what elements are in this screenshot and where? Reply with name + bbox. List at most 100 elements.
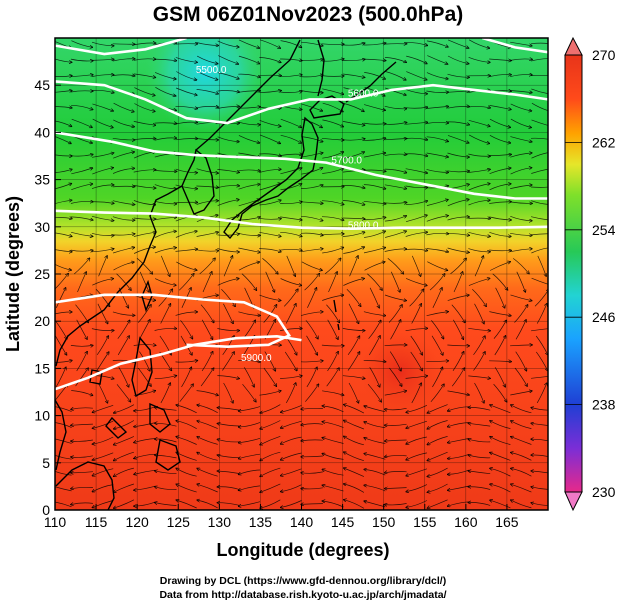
streamline [489, 58, 511, 61]
streamline [531, 439, 548, 442]
streamline [426, 91, 448, 93]
streamline [321, 44, 344, 45]
streamline [531, 277, 548, 285]
streamline [447, 199, 469, 207]
streamline [489, 75, 511, 78]
streamline [447, 73, 470, 77]
streamline [92, 153, 114, 158]
streamline [238, 311, 260, 316]
streamline [259, 169, 281, 173]
x-tick-label: 120 [125, 514, 149, 530]
streamline [342, 139, 365, 140]
streamline [511, 500, 532, 509]
streamline [113, 102, 134, 112]
streamline [473, 336, 486, 356]
streamline [175, 361, 198, 363]
streamline [322, 390, 344, 395]
coastline-taiwan [141, 279, 153, 313]
streamline [384, 168, 407, 173]
streamline [55, 136, 71, 144]
y-tick-label: 10 [34, 408, 50, 424]
streamline [259, 119, 281, 126]
streamline [196, 232, 219, 237]
streamline [385, 231, 406, 238]
streamline [91, 232, 114, 235]
streamline [306, 335, 318, 355]
y-tick-label: 35 [34, 172, 50, 188]
streamline [196, 201, 219, 205]
streamline [322, 88, 343, 95]
streamline [322, 406, 344, 413]
streamline [447, 91, 469, 92]
streamline [344, 452, 364, 462]
streamline [196, 186, 218, 188]
streamline [260, 483, 281, 492]
streamline [239, 406, 261, 412]
streamline [279, 249, 302, 250]
streamline [96, 336, 108, 356]
streamline [112, 168, 134, 174]
streamline [154, 231, 176, 238]
streamline [158, 289, 173, 307]
streamline [389, 351, 401, 371]
streamline [116, 384, 131, 401]
streamline [342, 328, 365, 330]
streamline [511, 468, 532, 477]
streamline [468, 218, 490, 219]
streamline [531, 102, 548, 111]
streamline [300, 202, 323, 204]
streamline [91, 59, 114, 60]
streamline [154, 72, 176, 79]
streamline [536, 304, 547, 324]
streamline [474, 382, 485, 403]
coastline-mindanao [155, 439, 181, 471]
streamline [390, 271, 400, 292]
y-tick-label: 30 [34, 219, 50, 235]
streamline [307, 288, 316, 308]
streamline [344, 484, 365, 493]
streamline [55, 438, 72, 444]
streamline [154, 123, 177, 124]
streamline [280, 231, 302, 236]
streamline [322, 168, 343, 174]
streamline [280, 91, 302, 92]
streamline [223, 303, 233, 324]
streamline [71, 231, 93, 236]
streamline [405, 122, 428, 125]
streamline [385, 424, 407, 425]
streamline [385, 440, 407, 441]
streamline [510, 168, 532, 175]
streamline [55, 360, 72, 362]
contour-line [55, 131, 548, 200]
streamline [426, 233, 448, 235]
streamline [324, 258, 341, 275]
coastline-korea [181, 148, 215, 215]
streamline [55, 58, 71, 62]
streamline [489, 216, 511, 220]
streamline [55, 107, 72, 108]
streamline [322, 485, 344, 492]
streamline [384, 202, 407, 203]
streamline [348, 303, 359, 324]
y-tick-label: 40 [34, 124, 50, 140]
streamline [196, 106, 218, 107]
streamline [385, 471, 407, 472]
streamline [197, 484, 218, 493]
streamline [280, 328, 302, 331]
colorbar-tick-label: 238 [592, 397, 616, 413]
streamline [259, 184, 281, 191]
streamline [510, 201, 532, 204]
streamline [447, 171, 469, 172]
streamline [405, 376, 428, 379]
streamline [70, 250, 93, 251]
y-tick-label: 45 [34, 77, 50, 93]
streamline [201, 352, 213, 372]
streamline [260, 420, 281, 429]
streamline [385, 455, 407, 456]
contour-line [55, 38, 187, 56]
streamline [197, 405, 218, 414]
streamline [284, 351, 297, 371]
streamline [510, 103, 532, 111]
streamline [516, 271, 526, 292]
contour-line [55, 334, 302, 391]
